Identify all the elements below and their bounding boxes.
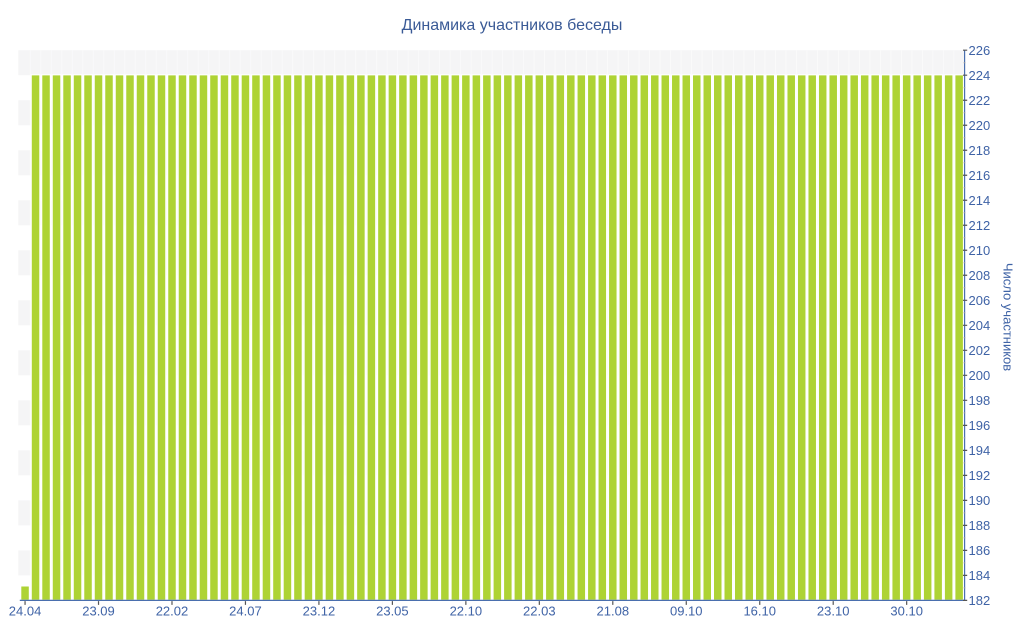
svg-text:182: 182 xyxy=(969,593,991,608)
svg-text:190: 190 xyxy=(969,493,991,508)
svg-text:24.07: 24.07 xyxy=(229,603,262,618)
svg-text:23.09: 23.09 xyxy=(82,603,115,618)
svg-text:21.08: 21.08 xyxy=(597,603,630,618)
svg-text:214: 214 xyxy=(969,193,991,208)
svg-text:192: 192 xyxy=(969,468,991,483)
svg-text:226: 226 xyxy=(969,43,991,58)
svg-text:23.12: 23.12 xyxy=(303,603,336,618)
svg-text:194: 194 xyxy=(969,443,991,458)
svg-text:188: 188 xyxy=(969,518,991,533)
svg-text:218: 218 xyxy=(969,143,991,158)
svg-text:222: 222 xyxy=(969,93,991,108)
svg-text:24.04: 24.04 xyxy=(9,603,42,618)
svg-text:184: 184 xyxy=(969,568,991,583)
svg-text:202: 202 xyxy=(969,343,991,358)
svg-text:212: 212 xyxy=(969,218,991,233)
svg-text:22.03: 22.03 xyxy=(523,603,556,618)
svg-text:216: 216 xyxy=(969,168,991,183)
svg-text:Динамика участников беседы: Динамика участников беседы xyxy=(402,17,623,34)
svg-text:16.10: 16.10 xyxy=(743,603,776,618)
svg-text:186: 186 xyxy=(969,543,991,558)
svg-text:208: 208 xyxy=(969,268,991,283)
svg-text:210: 210 xyxy=(969,243,991,258)
svg-text:30.10: 30.10 xyxy=(890,603,923,618)
svg-text:204: 204 xyxy=(969,318,991,333)
svg-text:198: 198 xyxy=(969,393,991,408)
svg-text:22.02: 22.02 xyxy=(156,603,189,618)
svg-text:220: 220 xyxy=(969,118,991,133)
svg-text:206: 206 xyxy=(969,293,991,308)
svg-text:22.10: 22.10 xyxy=(450,603,483,618)
svg-text:23.05: 23.05 xyxy=(376,603,409,618)
svg-text:23.10: 23.10 xyxy=(817,603,850,618)
svg-text:200: 200 xyxy=(969,368,991,383)
svg-text:196: 196 xyxy=(969,418,991,433)
svg-text:09.10: 09.10 xyxy=(670,603,703,618)
svg-text:Число участников: Число участников xyxy=(1001,263,1016,371)
svg-text:224: 224 xyxy=(969,68,991,83)
